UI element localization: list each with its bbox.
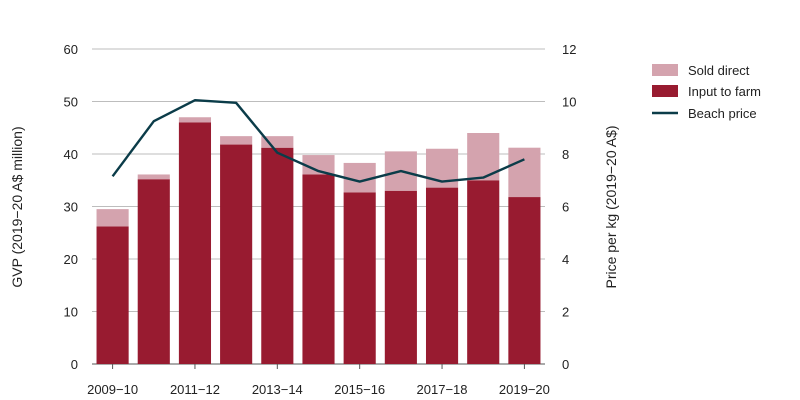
legend-sold-direct: Sold direct xyxy=(652,63,750,78)
x-tick-label: 2011−12 xyxy=(170,382,220,397)
line-beach-price xyxy=(111,98,525,183)
legend-input-to-farm: Input to farm xyxy=(652,84,761,99)
legend: Sold direct Input to farm Beach price xyxy=(652,63,761,121)
bar-input-to-farm xyxy=(302,174,335,364)
line-group xyxy=(111,98,525,183)
y-tick-label: 0 xyxy=(71,357,78,372)
x-tick-label: 2017−18 xyxy=(417,382,468,397)
bar-input-to-farm xyxy=(220,144,253,364)
y-tick-label: 30 xyxy=(64,200,78,215)
bar-input-to-farm xyxy=(425,187,459,364)
x-tick-label: 2019−20 xyxy=(499,382,550,397)
bar-sold-direct xyxy=(302,155,335,175)
y-tick-label: 10 xyxy=(64,305,78,320)
x-tick-label: 2015−16 xyxy=(334,382,385,397)
bar-input-to-farm xyxy=(137,179,170,364)
bar-sold-direct xyxy=(343,162,376,193)
x-tick-label: 2013−14 xyxy=(252,382,303,397)
bar-sold-direct xyxy=(178,117,212,123)
bar-input-to-farm xyxy=(261,147,294,364)
bar-input-to-farm xyxy=(508,197,541,364)
y-tick-label: 40 xyxy=(64,147,78,162)
bar-sold-direct xyxy=(508,147,541,198)
legend-label: Sold direct xyxy=(688,63,750,78)
y2-tick-label: 0 xyxy=(562,357,569,372)
y-tick-label: 60 xyxy=(64,42,78,57)
y2-tick-label: 6 xyxy=(562,200,569,215)
bar-sold-direct xyxy=(220,136,253,145)
y2-tick-label: 8 xyxy=(562,147,569,162)
bar-input-to-farm xyxy=(467,180,500,364)
legend-beach-price: Beach price xyxy=(652,106,757,121)
bar-group xyxy=(96,117,541,364)
y2-tick-label: 4 xyxy=(562,252,569,267)
axes-group: 0 10 20 30 40 50 60 0 2 4 6 8 10 12 2009−10 2011−12 2013… xyxy=(64,42,577,397)
y2-tick-label: 2 xyxy=(562,305,569,320)
y-tick-label: 50 xyxy=(64,95,78,110)
y-tick-label: 20 xyxy=(64,252,78,267)
y-axis-title: GVP (2019−20 A$ million) xyxy=(9,126,25,287)
x-tick-label: 2009−10 xyxy=(87,382,138,397)
legend-swatch xyxy=(652,64,678,76)
bar-input-to-farm xyxy=(343,192,376,364)
y2-tick-label: 10 xyxy=(562,95,576,110)
bar-input-to-farm xyxy=(178,122,212,364)
y2-axis-title: Price per kg (2019−20 A$) xyxy=(603,125,619,288)
legend-label: Beach price xyxy=(688,106,757,121)
legend-swatch xyxy=(652,85,678,97)
legend-label: Input to farm xyxy=(688,84,761,99)
bar-sold-direct xyxy=(261,136,294,148)
bar-input-to-farm xyxy=(384,190,417,364)
bar-input-to-farm xyxy=(96,226,129,364)
y2-tick-label: 12 xyxy=(562,42,576,57)
bar-sold-direct xyxy=(96,209,129,227)
bar-sold-direct xyxy=(137,174,170,180)
